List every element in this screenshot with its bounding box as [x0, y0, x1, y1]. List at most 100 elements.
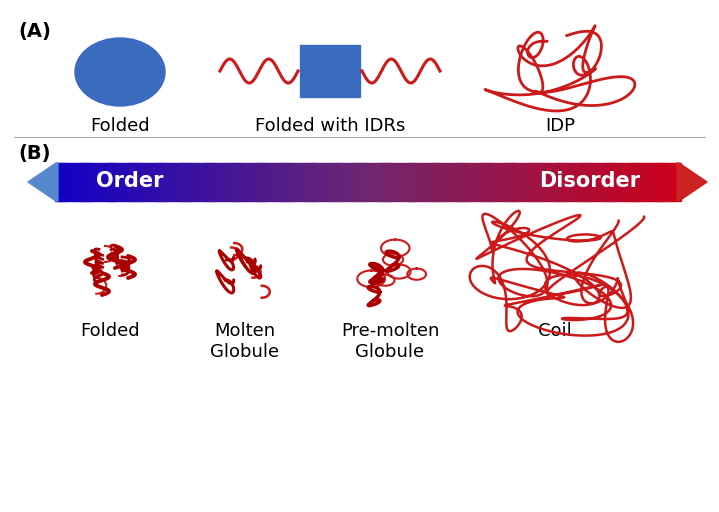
- Bar: [490, 163, 493, 201]
- Bar: [303, 163, 306, 201]
- Bar: [576, 163, 578, 201]
- Bar: [117, 163, 120, 201]
- Bar: [505, 163, 508, 201]
- FancyArrow shape: [677, 163, 707, 201]
- Bar: [541, 163, 543, 201]
- Bar: [247, 163, 249, 201]
- Bar: [318, 163, 320, 201]
- Bar: [122, 163, 124, 201]
- Bar: [495, 163, 497, 201]
- Bar: [403, 163, 406, 201]
- Bar: [70, 163, 72, 201]
- Bar: [378, 163, 380, 201]
- Bar: [453, 163, 456, 201]
- Bar: [428, 163, 431, 201]
- Bar: [653, 163, 656, 201]
- Bar: [197, 163, 199, 201]
- Bar: [319, 163, 322, 201]
- Bar: [367, 163, 370, 201]
- Bar: [259, 163, 262, 201]
- Bar: [522, 163, 524, 201]
- Bar: [626, 163, 628, 201]
- Bar: [297, 163, 299, 201]
- Bar: [549, 163, 551, 201]
- Bar: [363, 163, 366, 201]
- Bar: [544, 163, 547, 201]
- Bar: [328, 163, 331, 201]
- Bar: [182, 163, 185, 201]
- Bar: [111, 163, 114, 201]
- Bar: [307, 163, 310, 201]
- Bar: [186, 163, 189, 201]
- Bar: [184, 163, 187, 201]
- Bar: [61, 163, 64, 201]
- Bar: [232, 163, 234, 201]
- Bar: [372, 163, 375, 201]
- Bar: [628, 163, 631, 201]
- Bar: [357, 163, 360, 201]
- Bar: [228, 163, 231, 201]
- Bar: [172, 163, 174, 201]
- Bar: [528, 163, 531, 201]
- Bar: [478, 163, 480, 201]
- Bar: [618, 163, 620, 201]
- Bar: [418, 163, 420, 201]
- Bar: [374, 163, 376, 201]
- Text: Folded: Folded: [90, 117, 150, 135]
- Bar: [482, 163, 485, 201]
- Bar: [360, 163, 362, 201]
- Bar: [126, 163, 129, 201]
- Bar: [459, 163, 462, 201]
- Bar: [57, 163, 60, 201]
- Bar: [484, 163, 487, 201]
- Bar: [353, 163, 355, 201]
- Bar: [641, 163, 643, 201]
- Bar: [251, 163, 253, 201]
- Bar: [316, 163, 318, 201]
- Bar: [142, 163, 145, 201]
- Bar: [96, 163, 99, 201]
- Bar: [400, 163, 403, 201]
- Bar: [324, 163, 326, 201]
- Bar: [603, 163, 605, 201]
- Bar: [497, 163, 499, 201]
- Bar: [84, 163, 87, 201]
- Bar: [136, 163, 139, 201]
- Bar: [301, 163, 303, 201]
- Bar: [444, 163, 447, 201]
- Bar: [238, 163, 241, 201]
- Bar: [155, 163, 157, 201]
- Bar: [280, 163, 283, 201]
- Bar: [168, 163, 170, 201]
- Bar: [546, 163, 549, 201]
- Bar: [178, 163, 180, 201]
- Bar: [421, 163, 424, 201]
- Bar: [476, 163, 478, 201]
- Bar: [644, 163, 647, 201]
- Bar: [395, 163, 397, 201]
- Text: IDP: IDP: [545, 117, 575, 135]
- Bar: [572, 163, 574, 201]
- Bar: [586, 163, 589, 201]
- Text: Pre-molten
Globule: Pre-molten Globule: [341, 322, 439, 361]
- Bar: [582, 163, 585, 201]
- Bar: [101, 163, 104, 201]
- Bar: [63, 163, 66, 201]
- Bar: [376, 163, 378, 201]
- Bar: [344, 163, 347, 201]
- Bar: [624, 163, 626, 201]
- Bar: [436, 163, 439, 201]
- Bar: [659, 163, 661, 201]
- Bar: [442, 163, 445, 201]
- Bar: [669, 163, 672, 201]
- Bar: [119, 163, 122, 201]
- Bar: [595, 163, 597, 201]
- Bar: [68, 163, 70, 201]
- Bar: [211, 163, 214, 201]
- Bar: [180, 163, 183, 201]
- Bar: [198, 163, 201, 201]
- Bar: [163, 163, 166, 201]
- Bar: [270, 163, 273, 201]
- Bar: [336, 163, 339, 201]
- Bar: [193, 163, 195, 201]
